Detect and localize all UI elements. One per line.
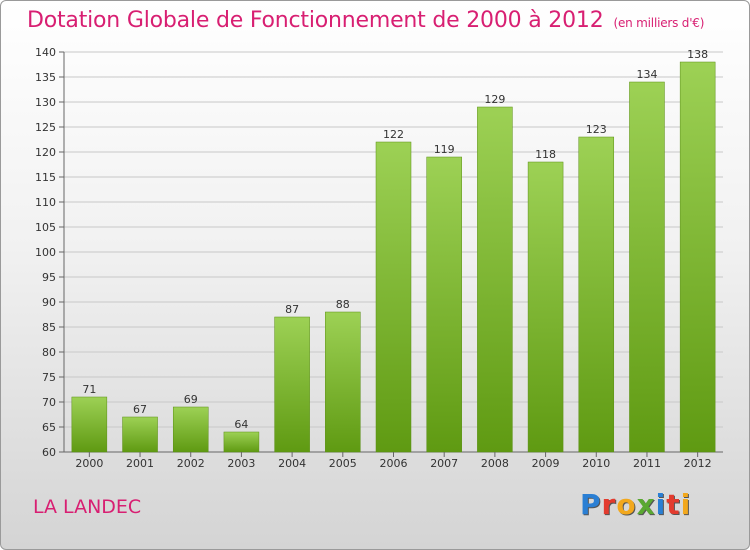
x-tick-label-2009: 2009: [532, 457, 560, 470]
logo-letter: t: [666, 488, 681, 521]
y-tick-label: 100: [35, 246, 56, 259]
bar-2009: [527, 161, 564, 453]
bar-2002: [172, 406, 209, 453]
x-tick-label-2001: 2001: [126, 457, 154, 470]
bar-2003: [223, 431, 260, 453]
logo-letter: o: [616, 488, 637, 521]
x-tick-label-2011: 2011: [633, 457, 661, 470]
bar-2006: [375, 141, 412, 453]
data-label-2008: 129: [484, 93, 505, 106]
commune-name: LA LANDEC: [33, 496, 142, 518]
data-labels: 71 67 69 64 87 88 122 119 129 118 123 134 138: [82, 48, 708, 431]
data-label-2007: 119: [434, 143, 455, 156]
x-tick-label-2005: 2005: [329, 457, 357, 470]
x-tick-label-2010: 2010: [582, 457, 610, 470]
data-label-2006: 122: [383, 128, 404, 141]
proxiti-logo[interactable]: Proxiti: [580, 488, 691, 521]
bar-2000: [71, 396, 108, 453]
data-label-2004: 87: [285, 303, 299, 316]
logo-letter: i: [680, 488, 692, 521]
x-tick-label-2002: 2002: [177, 457, 205, 470]
logo-letter: P: [580, 488, 602, 521]
y-tick-label: 75: [42, 371, 56, 384]
y-tick-label: 115: [35, 171, 56, 184]
y-tick-label: 70: [42, 396, 56, 409]
title-unit: (en milliers d'€): [613, 16, 705, 30]
y-tick-label: 90: [42, 296, 56, 309]
chart-title: Dotation Globale de Fonctionnement de 20…: [27, 8, 704, 33]
logo-letter: x: [636, 488, 656, 521]
data-label-2003: 64: [234, 418, 248, 431]
bar-2008: [477, 106, 513, 453]
data-label-2012: 138: [687, 48, 708, 61]
y-tick-label: 135: [35, 71, 56, 84]
y-tick-label: 140: [35, 46, 56, 59]
bar-2007: [426, 156, 462, 453]
title-text: Dotation Globale de Fonctionnement de 20…: [27, 8, 604, 33]
x-tick-label-2007: 2007: [430, 457, 458, 470]
x-tick-label-2000: 2000: [75, 457, 103, 470]
data-label-2005: 88: [336, 298, 350, 311]
y-tick-label: 110: [35, 196, 56, 209]
y-tick-label: 95: [42, 271, 56, 284]
data-label-2009: 118: [535, 148, 556, 161]
data-label-2011: 134: [636, 68, 657, 81]
y-tick-label: 130: [35, 96, 56, 109]
bar-2011: [629, 81, 665, 453]
bar-2005: [325, 311, 361, 453]
y-tick-label: 60: [42, 446, 56, 459]
y-tick-label: 125: [35, 121, 56, 134]
bar-2001: [122, 416, 158, 453]
x-tick-label-2008: 2008: [481, 457, 509, 470]
x-tick-label-2004: 2004: [278, 457, 306, 470]
bar-2010: [578, 136, 615, 453]
y-tick-label: 80: [42, 346, 56, 359]
x-tick-label-2006: 2006: [380, 457, 408, 470]
data-label-2002: 69: [184, 393, 198, 406]
data-label-2001: 67: [133, 403, 147, 416]
bars: [71, 61, 716, 453]
data-label-2010: 123: [586, 123, 607, 136]
y-tick-label: 85: [42, 321, 56, 334]
y-tick-label: 105: [35, 221, 56, 234]
y-tick-labels: 60 65 70 75 80 85 90 95 100 105 110 115 120 125 130 135…: [35, 46, 56, 459]
x-tick-labels: 2000 2001 2002 2003 2004 2005 2006 2007 2008 2009…: [75, 452, 712, 470]
bar-2004: [274, 316, 310, 453]
y-tick-label: 65: [42, 421, 56, 434]
x-tick-label-2003: 2003: [227, 457, 255, 470]
y-tick-label: 120: [35, 146, 56, 159]
data-label-2000: 71: [82, 383, 96, 396]
logo-letter: r: [601, 488, 617, 521]
logo-letter: i: [655, 488, 667, 521]
x-tick-label-2012: 2012: [684, 457, 712, 470]
bar-2012: [679, 61, 716, 453]
